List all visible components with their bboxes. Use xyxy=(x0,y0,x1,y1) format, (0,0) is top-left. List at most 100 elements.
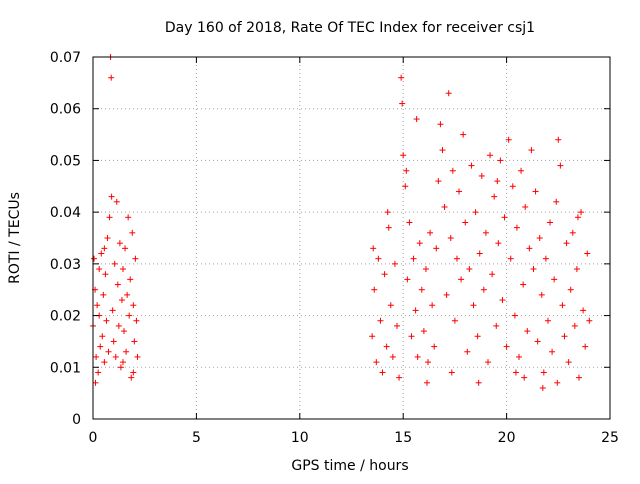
data-point xyxy=(571,322,578,329)
data-point xyxy=(513,224,520,231)
data-point xyxy=(480,286,487,293)
data-point xyxy=(520,281,527,288)
data-point xyxy=(554,379,561,386)
data-point xyxy=(524,328,531,335)
y-tick-label: 0.06 xyxy=(50,102,81,118)
data-point xyxy=(133,317,140,324)
x-tick-label: 25 xyxy=(601,430,619,446)
data-point xyxy=(427,229,434,236)
data-point xyxy=(509,183,516,190)
data-point xyxy=(371,286,378,293)
data-point xyxy=(549,348,556,355)
data-point xyxy=(512,369,519,376)
data-point xyxy=(134,353,141,360)
y-tick-labels: 0 0.01 0.02 0.03 0.04 0.05 0.06 0.07 xyxy=(50,50,81,428)
data-point xyxy=(96,266,103,273)
x-tick-label: 20 xyxy=(498,430,516,446)
data-point xyxy=(391,260,398,267)
data-point xyxy=(487,152,494,159)
data-point xyxy=(373,359,380,366)
y-tick-label: 0 xyxy=(72,412,81,428)
data-point xyxy=(398,74,405,81)
data-point xyxy=(100,291,107,298)
data-point xyxy=(451,317,458,324)
data-point xyxy=(522,203,529,210)
y-tick-label: 0.02 xyxy=(50,309,81,325)
data-point xyxy=(124,291,131,298)
data-point xyxy=(121,328,128,335)
data-point xyxy=(123,348,130,355)
data-point xyxy=(544,317,551,324)
data-point xyxy=(447,235,454,241)
data-point xyxy=(399,100,406,107)
data-point xyxy=(101,359,108,366)
data-point xyxy=(129,229,136,236)
data-point xyxy=(449,167,456,174)
data-point xyxy=(389,353,396,360)
data-point xyxy=(460,131,467,138)
data-point xyxy=(561,333,568,340)
data-point xyxy=(528,147,535,154)
data-point xyxy=(414,353,421,360)
data-point xyxy=(573,266,580,273)
data-point xyxy=(106,214,113,221)
data-point xyxy=(435,178,442,185)
data-point xyxy=(462,219,469,226)
data-point xyxy=(484,359,491,366)
data-point xyxy=(127,276,134,283)
data-point xyxy=(472,209,479,216)
data-point xyxy=(402,183,409,190)
data-point xyxy=(532,188,539,195)
data-point xyxy=(117,364,124,371)
data-point xyxy=(526,245,533,252)
data-point xyxy=(433,245,440,252)
data-point xyxy=(403,167,410,174)
data-point xyxy=(441,203,448,210)
x-axis-label: GPS time / hours xyxy=(291,458,408,474)
data-point xyxy=(406,219,413,226)
data-point xyxy=(116,240,123,247)
data-point xyxy=(113,198,120,205)
x-tick-labels: 0 5 10 15 20 25 xyxy=(89,430,619,446)
data-point xyxy=(458,276,465,283)
data-point xyxy=(574,214,581,221)
data-point xyxy=(413,116,420,123)
data-point xyxy=(474,333,481,340)
data-point xyxy=(94,302,101,309)
data-point xyxy=(369,333,376,340)
y-tick-label: 0.03 xyxy=(50,257,81,273)
x-tick-label: 10 xyxy=(291,430,309,446)
data-point xyxy=(482,229,489,236)
data-point xyxy=(503,343,510,350)
data-point xyxy=(119,266,126,273)
data-point xyxy=(429,302,436,309)
data-point xyxy=(130,302,137,309)
data-point xyxy=(470,302,477,309)
x-tick-label: 5 xyxy=(192,430,201,446)
data-point xyxy=(111,260,118,267)
data-point xyxy=(119,359,126,366)
data-point xyxy=(412,307,419,314)
data-point xyxy=(396,374,403,381)
data-point xyxy=(584,250,591,257)
data-point xyxy=(580,307,587,314)
data-point xyxy=(104,235,111,241)
data-point xyxy=(494,178,501,185)
data-point xyxy=(425,359,432,366)
data-point xyxy=(125,214,132,221)
data-point xyxy=(118,297,125,304)
data-point xyxy=(497,157,504,164)
data-point xyxy=(431,343,438,350)
data-point xyxy=(97,343,104,350)
data-point xyxy=(448,369,455,376)
data-point xyxy=(555,136,562,143)
data-point xyxy=(128,374,135,381)
grid-lines xyxy=(93,57,610,419)
data-point xyxy=(110,338,117,345)
data-point xyxy=(102,271,109,278)
data-points xyxy=(90,54,593,391)
data-point xyxy=(518,167,525,174)
data-point xyxy=(375,255,382,262)
